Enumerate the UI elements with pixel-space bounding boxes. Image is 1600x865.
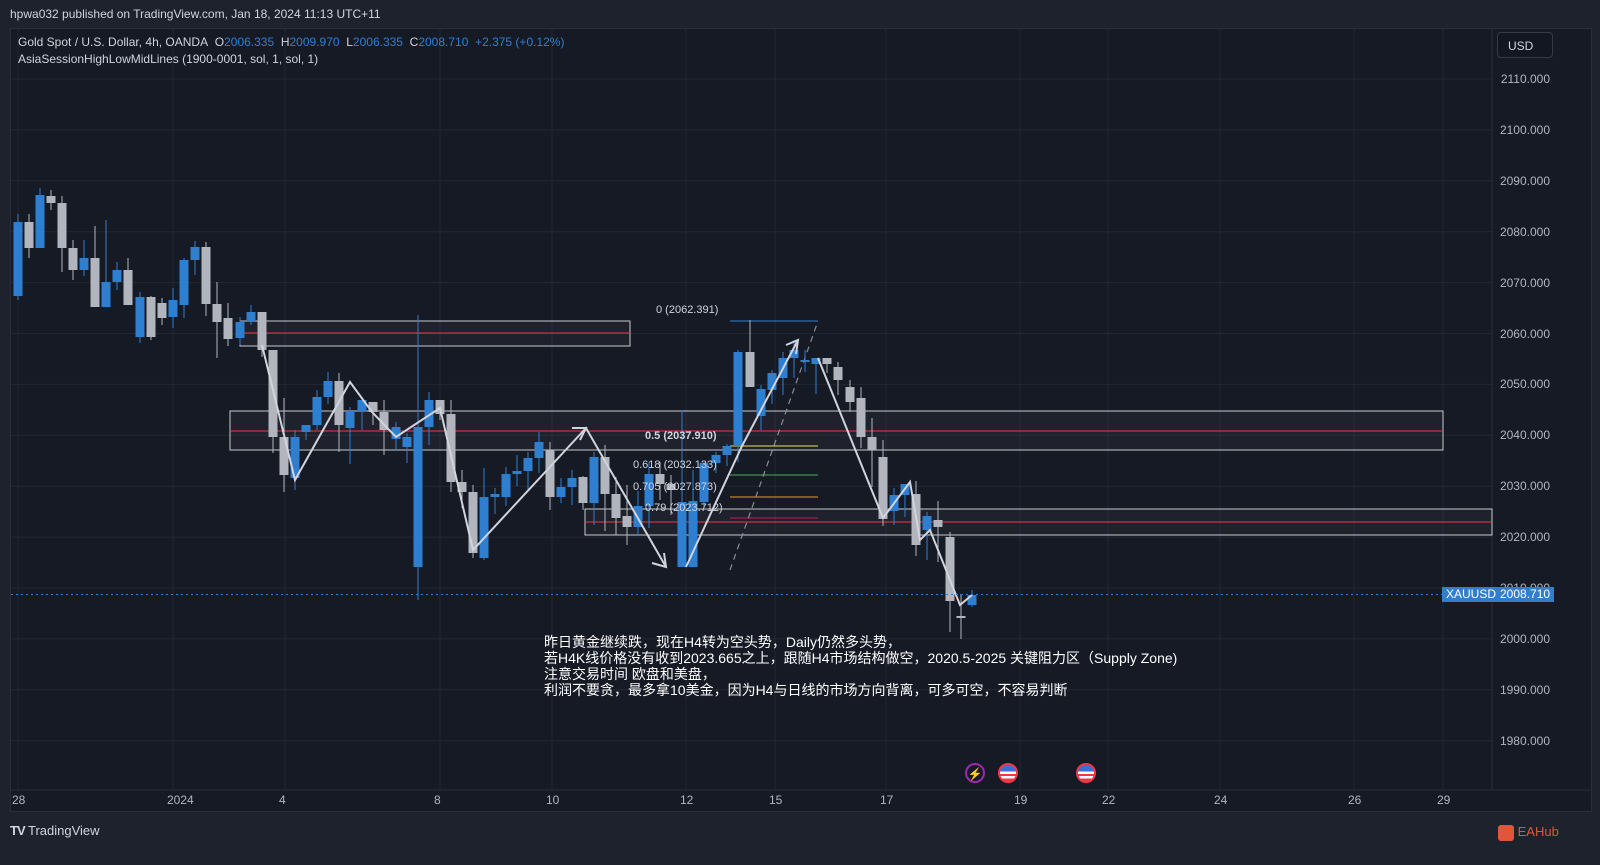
publish-bar: hpwa032 published on TradingView.com, Ja… — [0, 0, 1600, 28]
price-tick: 2080.000 — [1499, 224, 1550, 239]
fib-label-0.618: 0.618 (2032.133) — [633, 459, 717, 471]
fib-label-0.79: 0.79 (2023.712) — [645, 502, 723, 514]
price-tick: 2070.000 — [1499, 275, 1550, 290]
price-tick: 1980.000 — [1499, 733, 1550, 748]
us-flag-event-icon[interactable] — [1076, 763, 1096, 783]
date-tick: 2024 — [167, 793, 194, 807]
eahub-logo-icon — [1498, 824, 1514, 841]
chart-legend: Gold Spot / U.S. Dollar, 4h, OANDA O2006… — [18, 34, 564, 68]
analysis-note: 昨日黄金继续跌，现在H4转为空头势，Daily仍然多头势， 若H4K线价格没有收到… — [544, 634, 1178, 698]
date-tick: 28 — [12, 793, 26, 807]
publish-info: hpwa032 published on TradingView.com, Ja… — [10, 7, 381, 21]
price-tick: 2100.000 — [1499, 122, 1550, 137]
low-value: 2006.335 — [352, 35, 403, 49]
date-tick: 8 — [434, 793, 441, 807]
price-tick: 2020.000 — [1499, 530, 1550, 545]
fib-label-0.705: 0.705 (2027.873) — [633, 481, 717, 493]
fib-label-0: 0 (2062.391) — [656, 304, 719, 316]
lightning-event-icon[interactable]: ⚡ — [965, 763, 985, 783]
date-tick: 12 — [680, 793, 694, 807]
date-tick: 15 — [769, 793, 783, 807]
open-value: 2006.335 — [224, 35, 275, 49]
date-tick: 24 — [1214, 793, 1228, 807]
us-flag-event-icon[interactable] — [998, 763, 1018, 783]
date-tick: 17 — [880, 793, 894, 807]
symbol-tag: XAUUSD — [1442, 587, 1501, 602]
price-tick: 2060.000 — [1499, 326, 1550, 341]
price-tick: 2030.000 — [1499, 479, 1550, 494]
price-tick: 2050.000 — [1499, 377, 1550, 392]
date-tick: 22 — [1102, 793, 1116, 807]
date-tick: 10 — [546, 793, 560, 807]
price-tick: 2110.000 — [1500, 72, 1550, 86]
eahub-watermark: EAHub — [1498, 824, 1559, 841]
tradingview-logo[interactable]: TV TradingView — [10, 823, 100, 838]
tv-logo-icon: TV — [10, 823, 26, 838]
close-value: 2008.710 — [418, 35, 469, 49]
last-price-tag: 2008.710 — [1496, 587, 1554, 602]
date-tick: 29 — [1437, 793, 1451, 807]
price-tick: 1990.000 — [1499, 682, 1550, 697]
change-value: +2.375 (+0.12%) — [475, 35, 565, 49]
currency-button[interactable]: USD — [1497, 32, 1553, 58]
indicator-row[interactable]: AsiaSessionHighLowMidLines (1900-0001, s… — [18, 52, 319, 66]
date-tick: 19 — [1014, 793, 1028, 807]
date-tick: 26 — [1348, 793, 1362, 807]
price-tick: 2090.000 — [1499, 173, 1550, 188]
date-tick: 4 — [279, 793, 286, 807]
fib-label-0.5: 0.5 (2037.910) — [645, 430, 717, 442]
price-tick: 2000.000 — [1499, 631, 1550, 646]
price-tick: 2040.000 — [1499, 428, 1550, 443]
ohlc-row: Gold Spot / U.S. Dollar, 4h, OANDA O2006… — [18, 35, 565, 49]
symbol-title[interactable]: Gold Spot / U.S. Dollar, 4h, OANDA — [18, 35, 209, 49]
high-value: 2009.970 — [289, 35, 340, 49]
